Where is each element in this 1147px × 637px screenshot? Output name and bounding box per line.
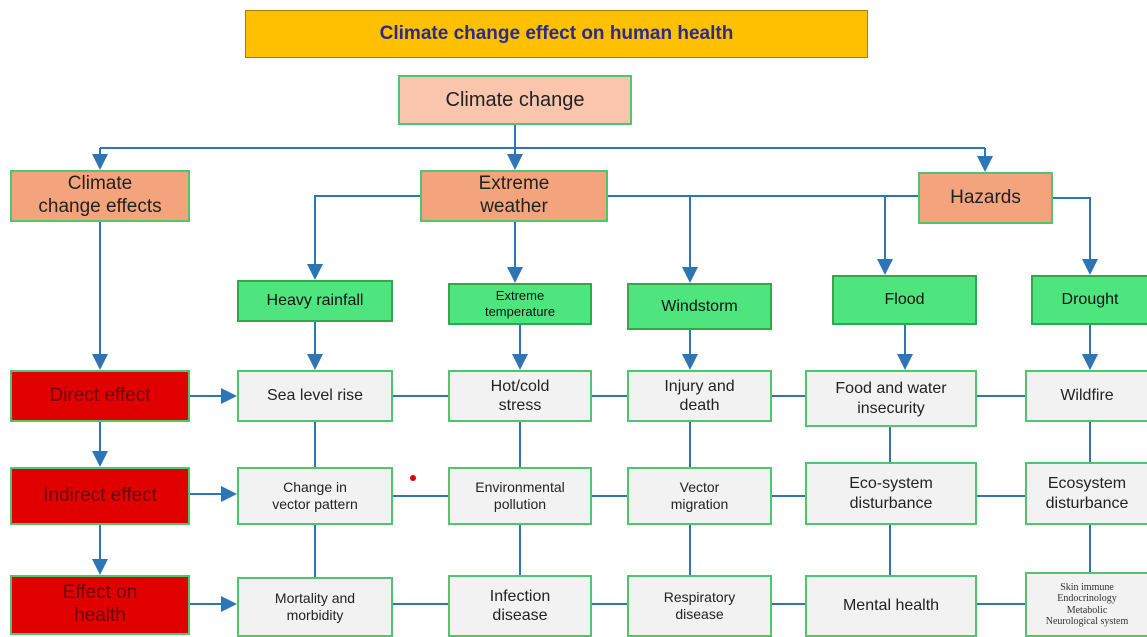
node-label: Mortality and xyxy=(274,590,356,607)
connector xyxy=(314,525,1091,577)
node-label: health xyxy=(74,605,126,626)
node: Hazards xyxy=(918,172,1053,224)
node-label: disturbance xyxy=(849,494,933,512)
arrow xyxy=(307,195,420,280)
node-label: Environmental xyxy=(475,479,565,496)
node-label: Extreme xyxy=(478,173,550,195)
node-label: Mental health xyxy=(842,597,940,615)
node: Sea level rise xyxy=(237,370,393,422)
node-label: Respiratory xyxy=(663,589,736,606)
node-label: temperature xyxy=(484,304,556,319)
node: Effect on health xyxy=(10,575,190,635)
node: Extreme weather xyxy=(420,170,608,222)
node: Respiratory disease xyxy=(627,575,772,637)
node-label: insecurity xyxy=(857,399,925,417)
node-label: death xyxy=(679,397,720,414)
node-label: migration xyxy=(670,496,729,512)
node-label: Flood xyxy=(884,291,925,309)
node: Infection disease xyxy=(448,575,592,637)
node-label: Climate change xyxy=(445,89,585,111)
node-label: Effect on xyxy=(62,582,138,604)
node: Food and water insecurity xyxy=(805,370,977,427)
node: Ecosystem disturbance xyxy=(1025,462,1147,525)
node-label: Metabolic xyxy=(1066,604,1108,616)
node: Windstorm xyxy=(627,283,772,330)
node-label: Infection xyxy=(489,587,551,605)
node: Mortality and morbidity xyxy=(237,577,393,637)
node: Vector migration xyxy=(627,467,772,525)
node: Environmental pollution xyxy=(448,467,592,525)
node-label: Vector xyxy=(679,479,720,496)
node-label: Eco-system xyxy=(849,475,933,493)
node: Climate change effects xyxy=(10,170,190,222)
node: Heavy rainfall xyxy=(237,280,393,322)
node-label: change effects xyxy=(38,196,162,217)
node-label: Ecosystem xyxy=(1047,475,1127,493)
node-label: Food and water xyxy=(835,380,947,398)
node-label: disturbance xyxy=(1045,494,1129,512)
node-label: Change in xyxy=(283,479,347,496)
node: Skin immune Endocrinology Metabolic Neurolo… xyxy=(1025,572,1147,637)
node: Flood xyxy=(832,275,977,325)
node: Injury and death xyxy=(627,370,772,422)
node-label: Heavy rainfall xyxy=(266,292,364,310)
node: Wildfire xyxy=(1025,370,1147,422)
node: Climate change xyxy=(398,75,632,125)
node-label: Wildfire xyxy=(1060,387,1114,405)
node-label: disease xyxy=(675,606,724,622)
node-label: morbidity xyxy=(286,607,344,623)
node-label: disease xyxy=(492,607,548,624)
node-label: Skin immune xyxy=(1060,581,1114,593)
node: Hot/cold stress xyxy=(448,370,592,422)
node: Indirect effect xyxy=(10,467,190,525)
node-label: Drought xyxy=(1061,291,1119,309)
node-label: pollution xyxy=(493,496,547,512)
node-label: Indirect effect xyxy=(43,484,157,506)
node-label: Windstorm xyxy=(661,297,738,315)
node-label: Climate xyxy=(67,173,133,195)
connector xyxy=(100,125,985,149)
node: Mental health xyxy=(805,575,977,637)
node-label: Direct effect xyxy=(49,384,151,406)
node: Eco-system disturbance xyxy=(805,462,977,525)
node-label: Extreme xyxy=(495,288,545,304)
node: Change in vector pattern xyxy=(237,467,393,525)
node: Extreme temperature xyxy=(448,283,592,325)
node-label: Neurological system xyxy=(1045,616,1129,627)
node: Drought xyxy=(1031,275,1147,325)
node-label: Endocrinology xyxy=(1057,593,1117,604)
node-label: Sea level rise xyxy=(266,387,364,405)
node: Direct effect xyxy=(10,370,190,422)
node-label: Hazards xyxy=(950,186,1021,208)
node-label: vector pattern xyxy=(272,496,358,512)
dot xyxy=(410,475,416,481)
node-label: weather xyxy=(480,196,548,217)
node-label: stress xyxy=(498,397,542,414)
arrow xyxy=(1053,197,1098,275)
node-label: Hot/cold xyxy=(490,377,550,395)
title: Climate change effect on human health xyxy=(245,10,868,58)
connector xyxy=(314,422,1091,467)
node-label: Injury and xyxy=(664,377,735,395)
